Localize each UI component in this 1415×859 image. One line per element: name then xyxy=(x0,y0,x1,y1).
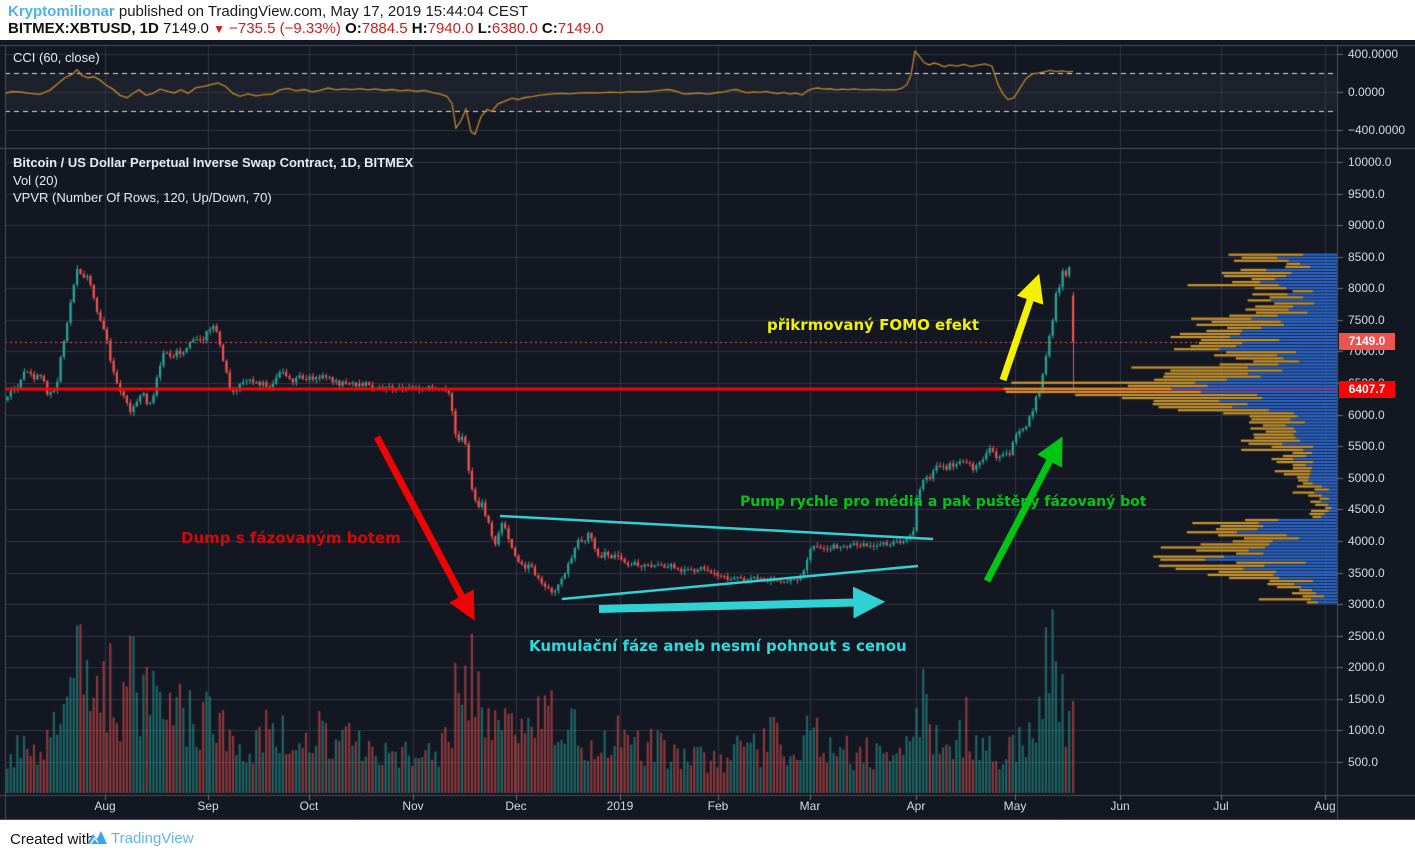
low-label: L: xyxy=(477,20,492,37)
open-label: O: xyxy=(345,20,362,37)
cci-tick-label: −400.0000 xyxy=(1348,123,1406,137)
price-tick-label: 9500.0 xyxy=(1348,186,1385,201)
chart-title-legend[interactable]: Bitcoin / US Dollar Perpetual Inverse Sw… xyxy=(13,155,414,170)
low-value: 6380.0 xyxy=(491,20,538,37)
publish-line: Kryptomilionar published on TradingView.… xyxy=(8,3,528,20)
close-value: 7149.0 xyxy=(557,20,604,37)
time-tick-label: Nov xyxy=(402,799,424,813)
snapshot-header: Kryptomilionar published on TradingView.… xyxy=(0,0,1415,40)
time-tick-label: Sep xyxy=(197,799,219,813)
tradingview-brand-link[interactable]: TradingView xyxy=(111,830,194,847)
price-tick-label: 2500.0 xyxy=(1348,628,1385,643)
time-tick-label: Aug xyxy=(94,799,116,813)
high-label: H: xyxy=(411,20,428,37)
open-value: 7884.5 xyxy=(361,20,408,37)
price-tick-label: 4000.0 xyxy=(1348,533,1385,548)
annotation-pump-text[interactable]: Pump rychle pro média a pak puštěný fázo… xyxy=(740,494,1147,510)
tradingview-logo-icon[interactable] xyxy=(86,830,108,848)
price-tick-label: 1000.0 xyxy=(1348,723,1385,738)
chart-area: CCI (60, close) Bitcoin / US Dollar Perp… xyxy=(0,40,1415,820)
symbol-line: BITMEX:XBTUSD, 1D 7149.0 ▼ −735.5 (−9.33… xyxy=(8,20,604,37)
time-tick-label: Oct xyxy=(299,799,319,813)
price-tick-label: 10000.0 xyxy=(1348,155,1392,169)
price-tick-label: 9000.0 xyxy=(1348,218,1385,233)
symbol-name: BITMEX:XBTUSD, 1D xyxy=(8,20,159,37)
volume-indicator-label[interactable]: Vol (20) xyxy=(13,173,58,188)
time-tick-label: May xyxy=(1003,799,1027,813)
price-tick-label: 8000.0 xyxy=(1348,281,1385,296)
time-tick-label: Apr xyxy=(906,799,926,813)
chart-canvas xyxy=(0,40,1415,820)
annotation-fomo-text[interactable]: přikrmovaný FOMO efekt xyxy=(767,316,980,334)
cci-tick-label: 0.0000 xyxy=(1348,85,1385,99)
annotation-dump-text[interactable]: Dump s fázovaným botem xyxy=(181,529,401,547)
price-tick-label: 500.0 xyxy=(1348,754,1379,769)
time-tick-label: 2019 xyxy=(606,799,634,813)
time-tick-label: Jun xyxy=(1110,799,1130,813)
down-triangle-icon: ▼ xyxy=(213,22,225,36)
time-tick-label: Jul xyxy=(1213,799,1229,813)
high-value: 7940.0 xyxy=(427,20,474,37)
price-tick-label: 5000.0 xyxy=(1348,470,1385,485)
author-link[interactable]: Kryptomilionar xyxy=(8,3,115,20)
price-line-badge: 6407.7 xyxy=(1339,380,1395,398)
price-change: −735.5 (−9.33%) xyxy=(229,20,341,37)
close-label: C: xyxy=(541,20,558,37)
price-tick-label: 3500.0 xyxy=(1348,565,1385,580)
time-tick-label: Feb xyxy=(707,799,729,813)
annotation-accumulation-text[interactable]: Kumulační fáze aneb nesmí pohnout s ceno… xyxy=(529,637,907,655)
time-tick-label: Aug xyxy=(1314,799,1336,813)
created-with-text: Created with xyxy=(10,831,95,848)
time-tick-label: Mar xyxy=(799,799,821,813)
price-tick-label: 8500.0 xyxy=(1348,249,1385,264)
time-tick-label: Dec xyxy=(505,799,527,813)
price-tick-label: 2000.0 xyxy=(1348,660,1385,675)
cci-indicator-label[interactable]: CCI (60, close) xyxy=(13,50,100,65)
price-tick-label: 4500.0 xyxy=(1348,502,1385,517)
publish-text: published on TradingView.com, May 17, 20… xyxy=(114,3,529,20)
last-price: 7149.0 xyxy=(163,20,209,37)
price-tick-label: 5500.0 xyxy=(1348,439,1385,454)
last-price-badge: 7149.0 xyxy=(1339,333,1395,350)
price-tick-label: 1500.0 xyxy=(1348,691,1385,706)
cci-tick-label: 400.0000 xyxy=(1348,47,1399,61)
snapshot-footer: Created with TradingView xyxy=(0,820,1415,859)
price-tick-label: 6000.0 xyxy=(1348,407,1385,422)
price-tick-label: 3000.0 xyxy=(1348,597,1385,612)
vpvr-indicator-label[interactable]: VPVR (Number Of Rows, 120, Up/Down, 70) xyxy=(13,190,272,205)
price-tick-label: 7500.0 xyxy=(1348,312,1385,327)
